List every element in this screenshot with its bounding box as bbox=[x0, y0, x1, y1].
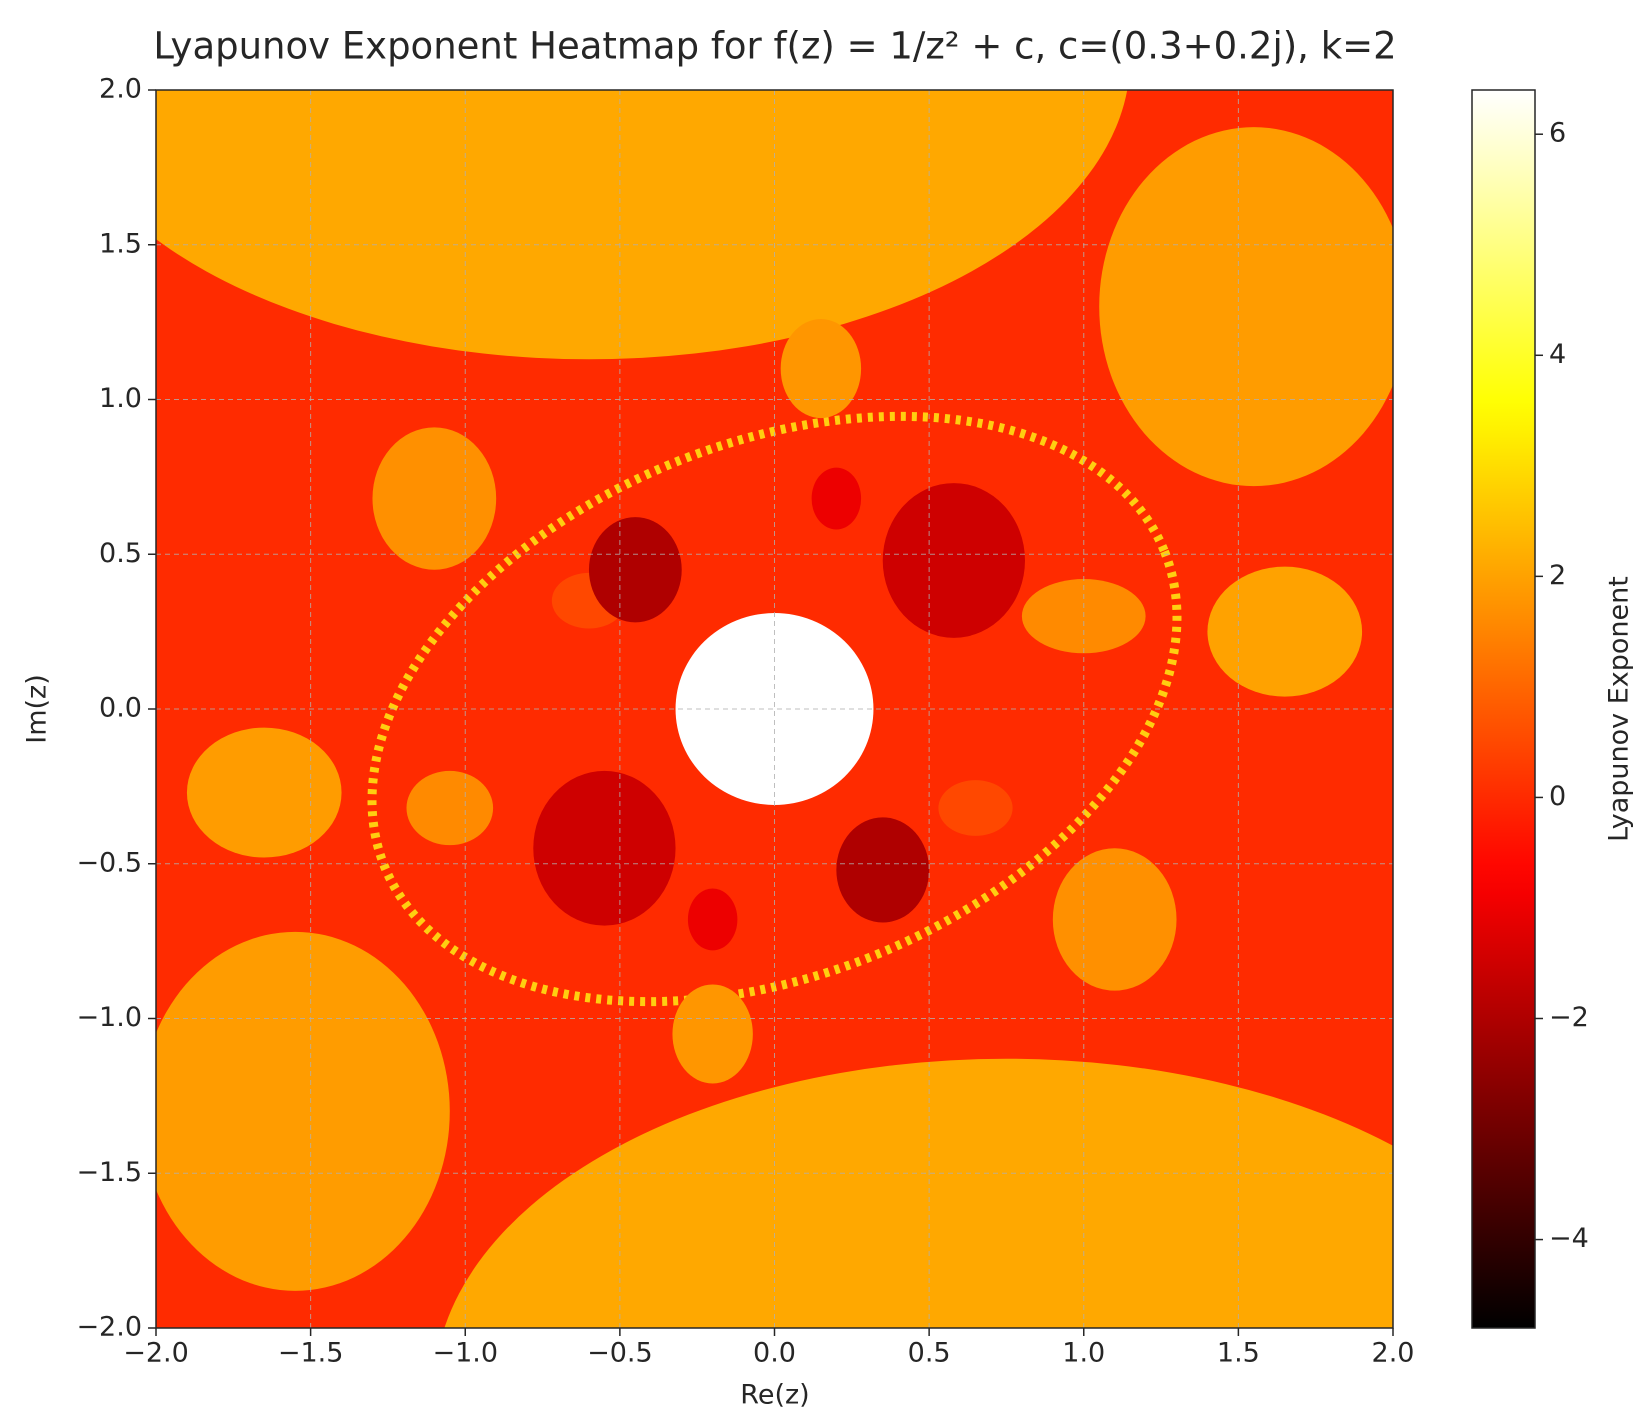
y-tick-label: 0.0 bbox=[99, 693, 142, 724]
y-tick-label: −1.0 bbox=[76, 1002, 142, 1033]
x-tick-label: −2.0 bbox=[123, 1338, 189, 1369]
heatmap-region bbox=[938, 780, 1013, 836]
plot-frame bbox=[155, 89, 1394, 1329]
y-tick-label: −0.5 bbox=[76, 847, 142, 878]
heatmap-region bbox=[675, 613, 874, 805]
colorbar-tick-label: 4 bbox=[1549, 339, 1566, 370]
heatmap-region bbox=[156, 931, 450, 1291]
colorbar-tick-label: −2 bbox=[1549, 1002, 1589, 1033]
heatmap-region bbox=[444, 1058, 1393, 1328]
heatmap-region bbox=[372, 427, 497, 570]
x-tick-label: 0.0 bbox=[753, 1338, 796, 1369]
x-tick-label: −1.0 bbox=[432, 1338, 498, 1369]
x-tick-label: 0.5 bbox=[908, 1338, 951, 1369]
colorbar-tick-label: 6 bbox=[1549, 118, 1566, 149]
heatmap-region bbox=[672, 984, 753, 1084]
y-tick-label: −2.0 bbox=[76, 1312, 142, 1343]
colorbar-label: Lyapunov Exponent bbox=[1604, 576, 1635, 842]
y-tick-label: 0.5 bbox=[99, 538, 142, 569]
y-tick-label: −1.5 bbox=[76, 1157, 142, 1188]
y-tick-label: 2.0 bbox=[99, 74, 142, 105]
heatmap-region bbox=[406, 770, 494, 846]
heatmap-region bbox=[156, 90, 1128, 360]
colorbar-tick-label: −4 bbox=[1549, 1223, 1589, 1254]
colorbar-tick-label: 2 bbox=[1549, 560, 1566, 591]
x-tick-label: 1.5 bbox=[1217, 1338, 1260, 1369]
heatmap-region bbox=[780, 319, 862, 419]
colorbar bbox=[1471, 89, 1536, 1329]
x-axis-label: Re(z) bbox=[740, 1380, 809, 1411]
x-tick-label: −0.5 bbox=[587, 1338, 653, 1369]
chart-title: Lyapunov Exponent Heatmap for f(z) = 1/z… bbox=[153, 25, 1396, 68]
x-tick-label: 2.0 bbox=[1372, 1338, 1415, 1369]
x-tick-label: −1.5 bbox=[278, 1338, 344, 1369]
heatmap-region bbox=[811, 467, 862, 530]
heatmap-region bbox=[588, 517, 682, 623]
x-tick-label: 1.0 bbox=[1062, 1338, 1105, 1369]
y-tick-label: 1.5 bbox=[99, 228, 142, 259]
colorbar-tick-label: 0 bbox=[1549, 781, 1566, 812]
heatmap-region bbox=[836, 817, 930, 923]
y-axis-label: Im(z) bbox=[22, 674, 53, 744]
plot-area bbox=[156, 90, 1393, 1328]
heatmap-region bbox=[1099, 127, 1393, 487]
heatmap-region bbox=[533, 770, 676, 926]
heatmap-region bbox=[882, 483, 1025, 638]
y-tick-label: 1.0 bbox=[99, 383, 142, 414]
heatmap-region bbox=[1207, 566, 1363, 697]
heatmap-region bbox=[186, 727, 342, 858]
heatmap-region bbox=[687, 888, 738, 951]
heatmap-region bbox=[1052, 848, 1177, 991]
